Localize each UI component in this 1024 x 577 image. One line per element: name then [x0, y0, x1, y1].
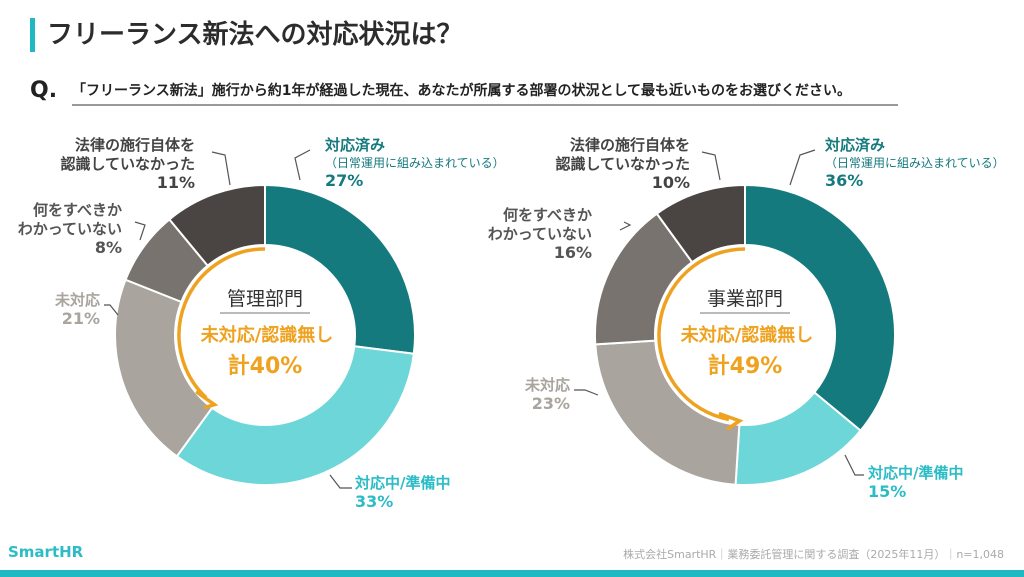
center-total: 計40% [228, 353, 303, 379]
question-mark: Q. [30, 78, 58, 103]
arrow-arc [177, 247, 266, 399]
leader-line [844, 454, 864, 476]
donut-slice [594, 339, 741, 486]
leader-line [619, 221, 632, 231]
slice-label: 対応中/準備中 [354, 474, 450, 492]
slice-value: 36% [825, 171, 863, 190]
center-total: 計49% [708, 353, 783, 379]
slice-label: 認識していなかった [60, 155, 195, 173]
source-note: 株式会社SmartHR｜業務委託管理に関する調査（2025年11月）｜n=1,0… [623, 548, 1004, 561]
leader-line [574, 389, 599, 396]
slice-label: 未対応 [524, 376, 570, 394]
donut-slice [655, 183, 746, 264]
leader-line [701, 151, 721, 181]
slice-value: 33% [355, 492, 393, 511]
donut-title: 管理部門 [227, 288, 303, 310]
leader-line [329, 474, 352, 489]
slice-label: 認識していなかった [555, 155, 690, 173]
slice-value: 11% [157, 173, 195, 192]
slice-label: 何をすべきか [33, 201, 122, 219]
center-label: 未対応/認識無し [681, 324, 814, 346]
slice-value: 8% [95, 238, 122, 257]
page-title: フリーランス新法への対応状況は？ [30, 18, 462, 52]
leader-line [294, 149, 311, 181]
donut-slice [264, 183, 416, 355]
slice-sublabel: （日常運用に組み込まれている） [825, 156, 1005, 170]
leader-line [211, 151, 231, 186]
slice-value: 15% [868, 482, 906, 501]
donut-slice [167, 183, 266, 268]
arrow-arc [657, 247, 746, 422]
slice-label: 法律の施行自体を [570, 136, 690, 154]
slice-label: 未対応 [54, 291, 100, 309]
footer-bar [0, 570, 1024, 577]
smarthr-logo: SmartHR [8, 543, 84, 561]
donut-slice [744, 183, 896, 433]
slice-value: 10% [652, 173, 690, 192]
donut-title: 事業部門 [707, 288, 783, 310]
question-text: 「フリーランス新法」施行から約1年が経過した現在、あなたが所属する部署の状況とし… [72, 80, 898, 106]
arrow-head [718, 411, 744, 431]
leader-line [104, 304, 119, 316]
slice-label: 対応済み [824, 136, 885, 154]
slice-value: 27% [325, 171, 363, 190]
slice-value: 16% [554, 243, 592, 262]
slice-label: 何をすべきか [503, 206, 592, 224]
slice-sublabel: （日常運用に組み込まれている） [325, 156, 505, 170]
slice-label: 法律の施行自体を [75, 136, 195, 154]
slice-label: わかっていない [488, 225, 592, 243]
center-label: 未対応/認識無し [201, 324, 334, 346]
slice-label: わかっていない [18, 220, 122, 238]
slice-value: 21% [62, 309, 100, 328]
slice-value: 23% [532, 394, 570, 413]
slice-label: 対応中/準備中 [867, 464, 963, 482]
donut-slice [175, 345, 415, 486]
slice-label: 対応済み [324, 136, 385, 154]
leader-line [134, 221, 146, 241]
leader-line [789, 149, 816, 186]
arrow-head [195, 390, 219, 410]
